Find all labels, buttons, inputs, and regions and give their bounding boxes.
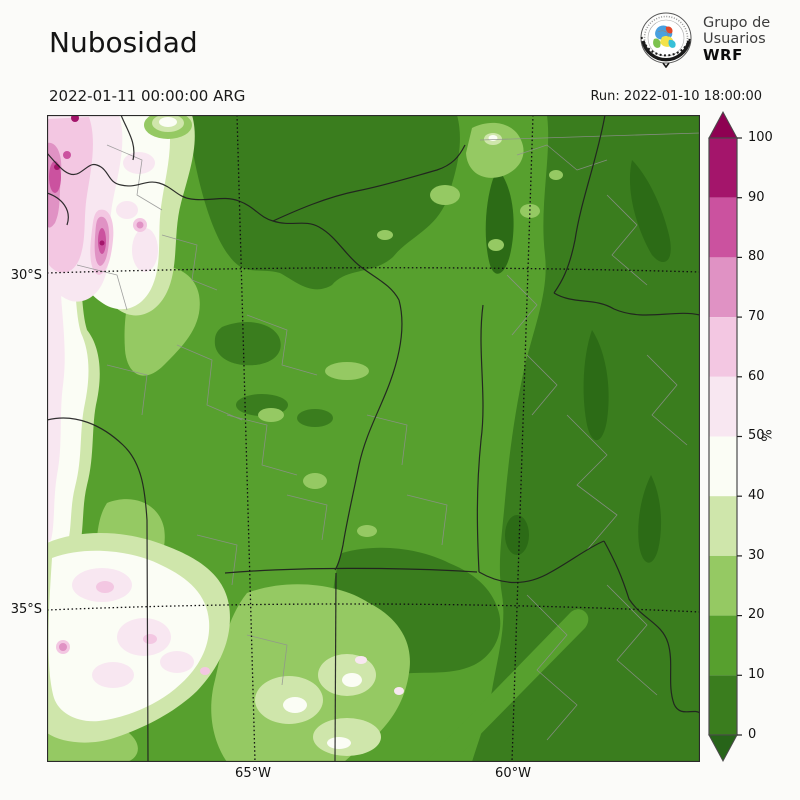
colorbar-tickmarks bbox=[737, 137, 742, 736]
lon-tick-65w: 65°W bbox=[235, 766, 271, 781]
colorbar-tick-10: 10 bbox=[748, 667, 765, 682]
colorbar-tick-70: 70 bbox=[748, 309, 765, 324]
colorbar-tick-0: 0 bbox=[748, 727, 757, 742]
department-boundaries bbox=[76, 132, 700, 741]
logo-line-1: Grupo de bbox=[703, 15, 771, 31]
map-frame bbox=[47, 115, 700, 762]
colorbar-tick-20: 20 bbox=[748, 607, 765, 622]
lon-tick-60w: 60°W bbox=[495, 766, 531, 781]
province-boundaries bbox=[47, 115, 700, 762]
colorbar-over-arrow bbox=[708, 110, 738, 139]
colorbar-tick-30: 30 bbox=[748, 548, 765, 563]
lat-tick-35s: 35°S bbox=[10, 602, 42, 617]
colorbar-unit-label: % bbox=[760, 429, 776, 442]
gridline-60w bbox=[511, 115, 534, 762]
wrf-logo-icon bbox=[640, 12, 692, 68]
colorbar-tick-40: 40 bbox=[748, 488, 765, 503]
colorbar-tick-90: 90 bbox=[748, 190, 765, 205]
graticule bbox=[47, 115, 700, 762]
map-canvas bbox=[47, 115, 700, 762]
colorbar-tick-100: 100 bbox=[748, 130, 773, 145]
model-run-label: Run: 2022-01-10 18:00:00 bbox=[590, 89, 762, 104]
colorbar-tick-50: 50 bbox=[748, 428, 765, 443]
colorbar-tick-80: 80 bbox=[748, 249, 765, 264]
page-title: Nubosidad bbox=[49, 26, 198, 59]
valid-time-label: 2022-01-11 00:00:00 ARG bbox=[49, 87, 246, 105]
colorbar-tick-60: 60 bbox=[748, 369, 765, 384]
logo-line-2: Usuarios bbox=[703, 31, 766, 47]
logo-text: Grupo de Usuarios WRF bbox=[703, 15, 770, 63]
cloudiness-field bbox=[47, 115, 700, 762]
colorbar bbox=[708, 110, 742, 763]
gridline-65w bbox=[236, 115, 256, 762]
colorbar-under-arrow bbox=[708, 734, 738, 763]
logo-line-3: WRF bbox=[703, 46, 743, 64]
lat-tick-30s: 30°S bbox=[10, 268, 42, 283]
